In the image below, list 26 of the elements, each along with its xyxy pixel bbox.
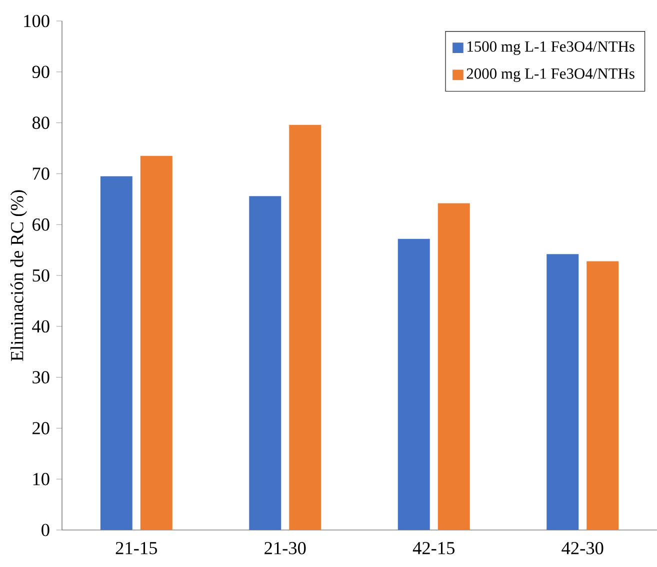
x-tick-label: 21-15 bbox=[116, 542, 157, 554]
bar bbox=[140, 156, 172, 530]
y-tick-label: 100 bbox=[24, 14, 50, 28]
legend-label: 1500 mg L-1 Fe3O4/NTHs bbox=[468, 41, 634, 55]
bar bbox=[586, 261, 619, 530]
y-tick-label: 70 bbox=[32, 168, 50, 180]
y-tick-label: 90 bbox=[32, 66, 50, 78]
y-tick-label: 50 bbox=[32, 269, 50, 282]
legend-label: 2000 mg L-1 Fe3O4/NTHs bbox=[466, 68, 634, 82]
y-tick-label: 20 bbox=[32, 422, 50, 434]
y-tick-label: 30 bbox=[32, 371, 50, 384]
y-tick-label: 40 bbox=[32, 320, 50, 333]
x-tick-label: 42-15 bbox=[412, 542, 454, 554]
x-tick-label: 21-30 bbox=[264, 542, 306, 554]
bar bbox=[100, 176, 132, 530]
y-tick-label: 60 bbox=[32, 218, 50, 231]
y-tick-label: 80 bbox=[32, 116, 50, 129]
bar bbox=[289, 124, 322, 530]
y-tick-label: 0 bbox=[42, 524, 50, 536]
y-tick-label: 10 bbox=[33, 472, 50, 486]
bar bbox=[398, 238, 430, 530]
bar bbox=[438, 203, 470, 530]
y-axis-title: Eliminación de RC (%) bbox=[10, 190, 27, 361]
bar bbox=[546, 254, 579, 530]
x-tick-label: 42-30 bbox=[562, 542, 604, 554]
bar bbox=[249, 196, 282, 530]
